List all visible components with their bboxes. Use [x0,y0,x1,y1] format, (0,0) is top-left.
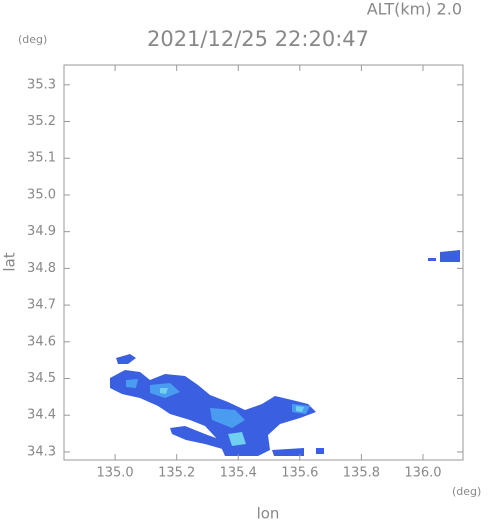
y-tick-label: 34.3 [27,444,56,459]
y-tick-label: 35.2 [27,114,56,129]
y-tick-label: 34.9 [27,224,56,239]
x-tick-label: 136.0 [404,466,441,481]
y-tick-label: 35.0 [27,187,56,202]
plot-frame [63,64,464,461]
y-tick-label: 34.8 [27,261,56,276]
chart-title: 2021/12/25 22:20:47 [147,27,369,51]
x-unit: (deg) [452,485,481,498]
radar-echo [110,250,460,456]
x-tick-label: 135.8 [343,466,380,481]
y-unit: (deg) [18,33,47,46]
x-tick-label: 135.2 [158,466,195,481]
x-tick-label: 135.0 [96,466,133,481]
altitude-label: ALT(km) 2.0 [367,0,462,19]
y-tick-label: 35.1 [27,151,56,166]
x-tick-label: 135.4 [220,466,257,481]
y-tick-label: 34.4 [27,408,56,423]
x-tick-label: 135.6 [281,466,318,481]
x-axis-label: lon [257,505,280,521]
y-tick-label: 34.7 [27,298,56,313]
y-tick-label: 34.5 [27,371,56,386]
y-tick-label: 35.3 [27,77,56,92]
y-tick-label: 34.6 [27,334,56,349]
y-axis-label: lat [1,252,19,271]
